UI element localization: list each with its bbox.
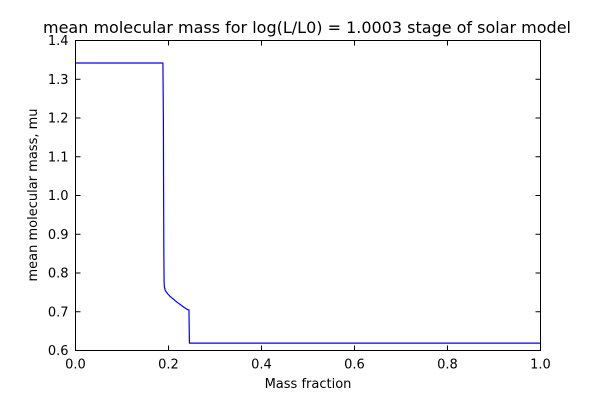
- plot-frame: [75, 40, 541, 351]
- y-tick-label-6: 1.2: [48, 112, 69, 127]
- y-axis-label: mean molecular mass, mu: [26, 108, 41, 281]
- x-tick-label-3: 0.6: [344, 358, 365, 373]
- chart-title: mean molecular mass for log(L/L0) = 1.00…: [43, 18, 571, 37]
- y-tick-label-8: 1.4: [48, 34, 69, 49]
- x-tick-label-4: 0.8: [437, 358, 458, 373]
- x-tick-label-0: 0.0: [65, 358, 86, 373]
- y-tick-label-2: 0.8: [48, 267, 69, 282]
- y-tick-label-3: 0.9: [48, 228, 69, 243]
- series-group: [75, 62, 541, 344]
- x-tick-label-5: 1.0: [530, 358, 551, 373]
- x-axis-label: Mass fraction: [265, 377, 352, 392]
- y-tick-label-1: 0.7: [48, 305, 69, 320]
- y-tick-label-0: 0.6: [48, 344, 69, 359]
- y-tick-label-7: 1.3: [48, 73, 69, 88]
- x-tick-label-1: 0.2: [158, 358, 179, 373]
- y-tick-label-4: 1.0: [48, 189, 69, 204]
- x-axis: 0.0 0.2 0.4 0.6 0.8 1.0: [65, 40, 551, 373]
- series-line-0: [75, 62, 541, 344]
- x-tick-label-2: 0.4: [251, 358, 272, 373]
- y-tick-label-5: 1.1: [48, 150, 69, 165]
- y-axis: 0.6 0.7 0.8 0.9 1.0 1.1 1.2 1.3 1.4: [48, 34, 541, 359]
